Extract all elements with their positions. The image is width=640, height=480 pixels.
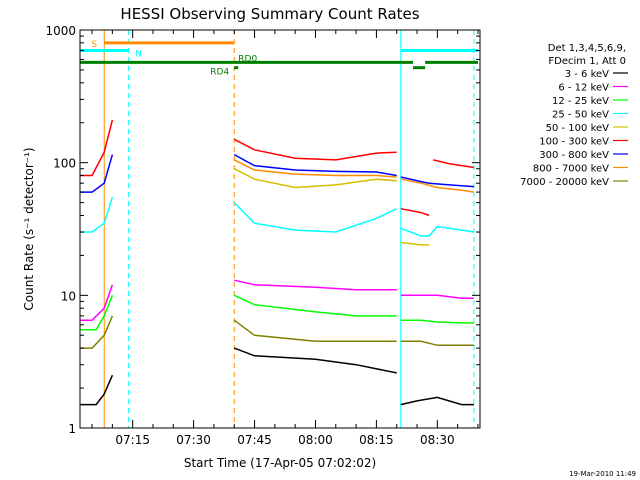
series-2-segment-1 (79, 284, 114, 321)
series-1-segment-3 (400, 396, 474, 406)
y-tick-label-1000: 1000 (45, 24, 76, 38)
series-1-segment-2 (233, 347, 397, 374)
flag-label-n: N (135, 50, 142, 60)
series-3-segment-1 (79, 295, 114, 331)
x-tick-label-0730: 07:30 (176, 433, 211, 447)
series-6-segment-3 (400, 207, 430, 217)
plot-area: S N RD0 RD4 (79, 30, 478, 428)
legend-label-3: 12 - 25 keV (552, 96, 609, 107)
x-tick-label-0815: 08:15 (359, 433, 394, 447)
legend-label-5: 50 - 100 keV (546, 123, 610, 134)
legend-label-7: 300 - 800 keV (539, 150, 609, 161)
legend: Det 1,3,4,5,6,9, FDecim 1, Att 0 3 - 6 k… (520, 43, 628, 188)
series-9-segment-3 (400, 340, 474, 347)
legend-header-line-2: FDecim 1, Att 0 (548, 56, 626, 67)
series-5-segment-2 (400, 241, 430, 246)
series-7-segment-1 (79, 154, 114, 193)
y-tick-label-100: 100 (53, 157, 76, 171)
y-tick-label-1: 1 (68, 422, 76, 436)
legend-label-2: 6 - 12 keV (558, 83, 609, 94)
legend-label-6: 100 - 300 keV (539, 137, 609, 148)
series-9-segment-1 (79, 315, 114, 349)
legend-header-line-1: Det 1,3,4,5,6,9, (548, 43, 626, 54)
series-4-segment-2 (233, 202, 398, 233)
series-5-segment-1 (233, 168, 397, 189)
series-7-segment-2 (233, 153, 397, 177)
x-tick-label-0745: 07:45 (237, 433, 272, 447)
series-8-segment-1 (233, 159, 397, 178)
series-4-segment-3 (400, 225, 475, 237)
legend-label-1: 3 - 6 keV (565, 69, 609, 80)
series-4-segment-1 (79, 196, 114, 233)
series-6-segment-1 (79, 119, 114, 177)
series-8-segment-2 (400, 178, 475, 193)
x-axis-label: Start Time (17-Apr-05 07:02:02) (184, 456, 376, 470)
series-7-segment-3 (400, 176, 474, 188)
axes: 1 10 100 1000 07:15 07:30 07:45 08:00 08:15 08:30 (45, 24, 480, 447)
flag-label-s: S (91, 40, 97, 50)
series-9-segment-2 (233, 319, 397, 343)
y-tick-label-10: 10 (61, 289, 76, 303)
series-2-segment-2 (234, 279, 397, 291)
series-6-segment-4 (433, 159, 475, 169)
x-tick-label-0830: 08:30 (420, 433, 455, 447)
chart-title: HESSI Observing Summary Count Rates (120, 5, 419, 23)
legend-label-4: 25 - 50 keV (552, 110, 609, 121)
series-3-segment-3 (400, 319, 474, 324)
y-axis-label: Count Rate (s⁻¹ detector⁻¹) (22, 147, 36, 310)
legend-label-9: 7000 - 20000 keV (520, 177, 609, 188)
timestamp: 19-Mar-2010 11:49 (569, 470, 636, 478)
flag-label-rd0: RD0 (238, 54, 257, 64)
series-6-segment-2 (233, 138, 397, 161)
legend-label-8: 800 - 7000 keV (533, 164, 609, 175)
series-1-segment-1 (79, 374, 114, 406)
series-2-segment-3 (400, 294, 474, 300)
x-tick-label-0715: 07:15 (115, 433, 150, 447)
plot-frame (79, 29, 481, 429)
series-3-segment-2 (233, 294, 397, 317)
flag-label-rd4: RD4 (210, 68, 229, 78)
x-tick-label-0800: 08:00 (298, 433, 333, 447)
